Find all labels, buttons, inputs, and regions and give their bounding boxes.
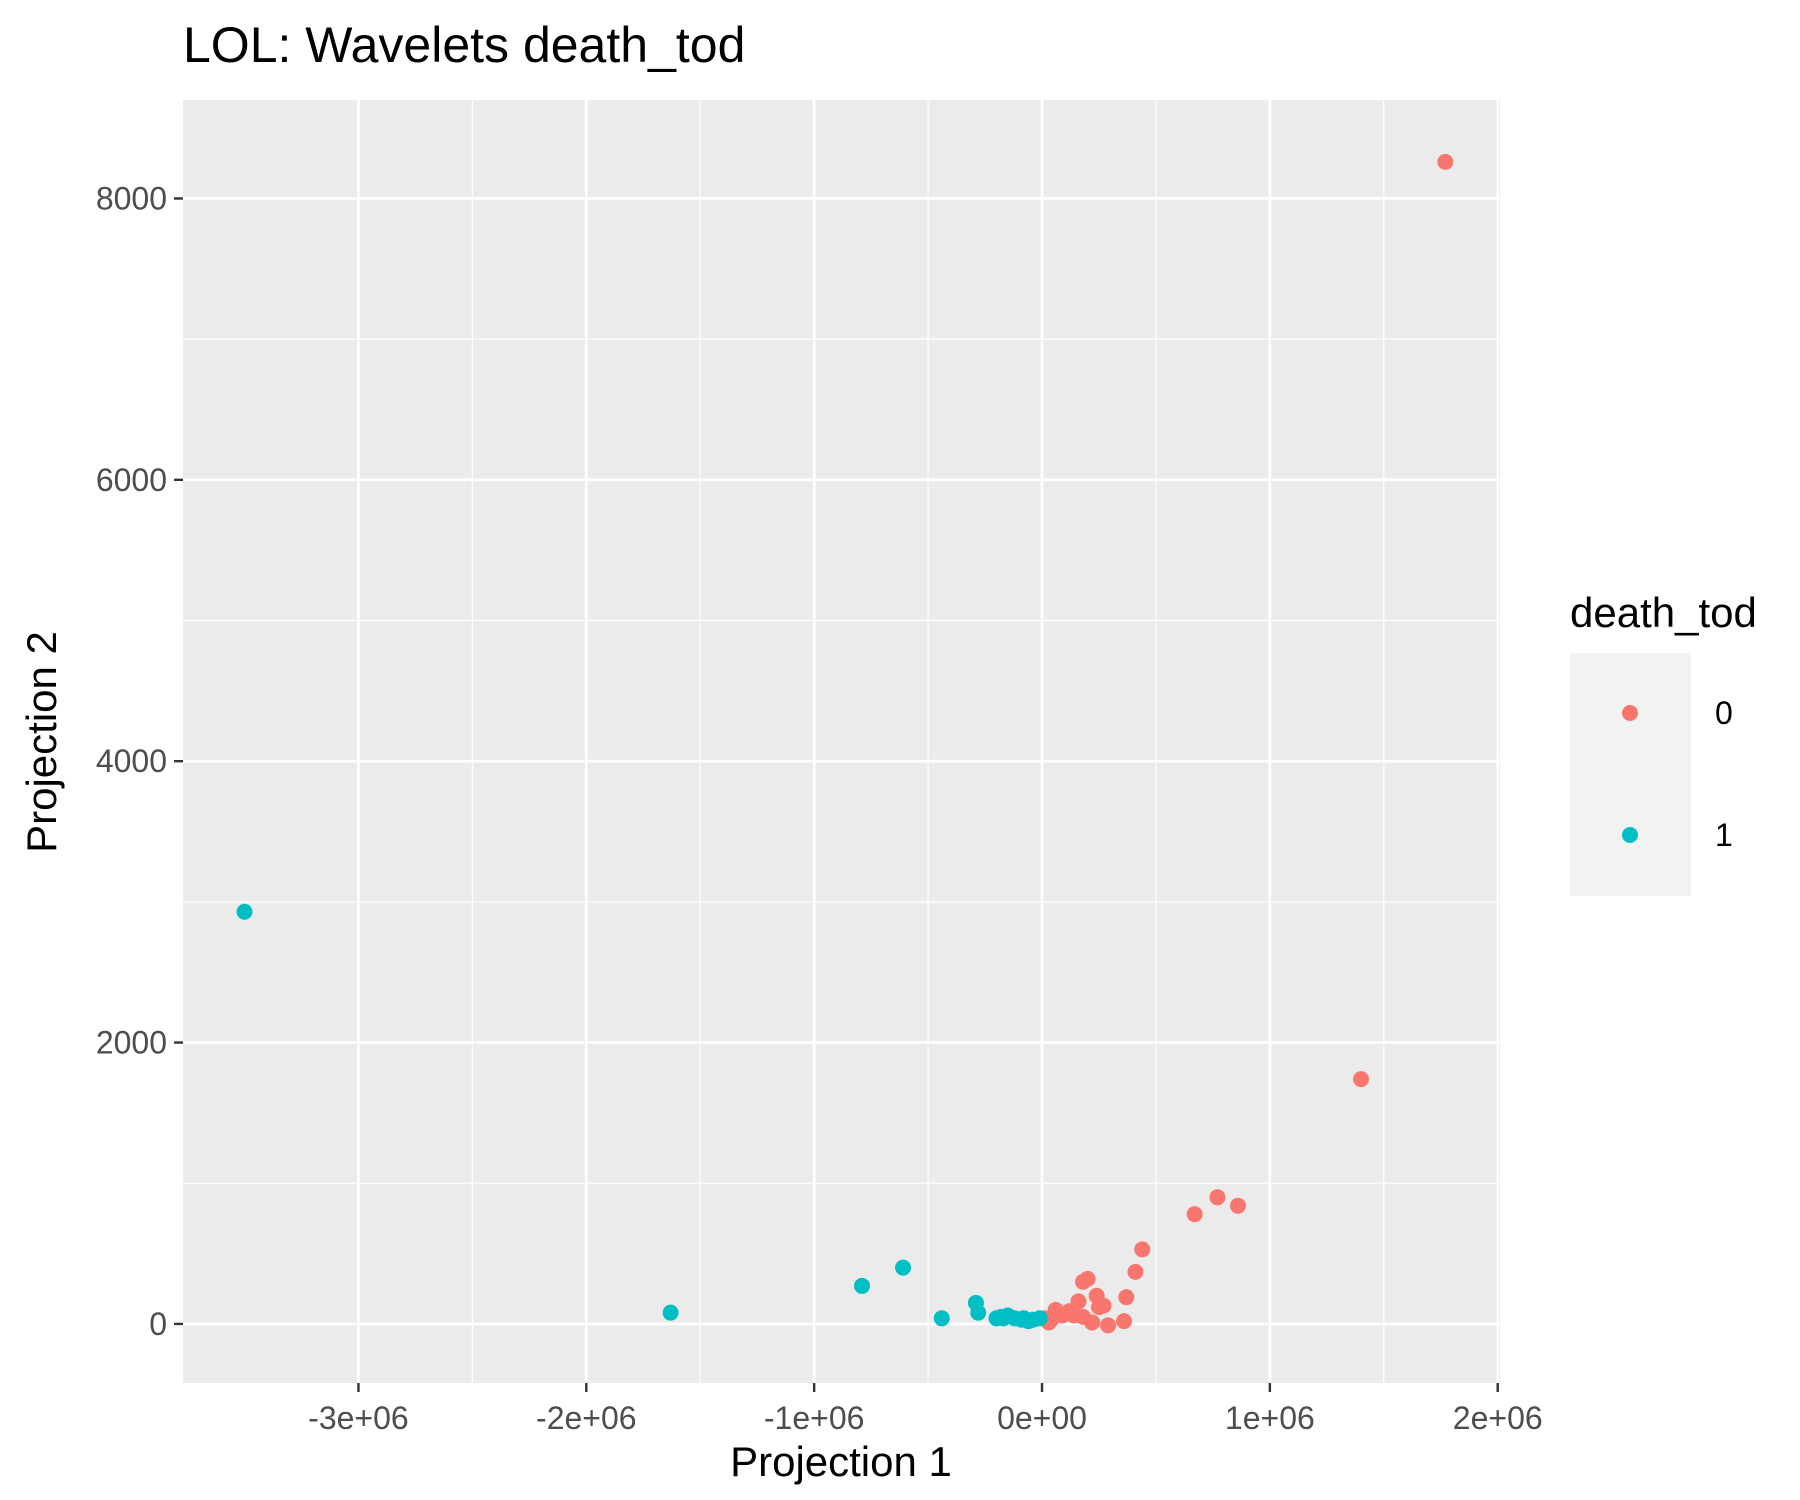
data-point-1 — [933, 1310, 950, 1327]
data-point-1 — [895, 1259, 912, 1276]
legend-label-1: 1 — [1715, 817, 1733, 853]
data-point-0 — [1209, 1189, 1226, 1206]
x-tick-label: -3e+06 — [308, 1400, 409, 1436]
major-gridlines — [183, 100, 1500, 1383]
data-point-0 — [1437, 153, 1454, 170]
x-tick-label: 0e+00 — [997, 1400, 1087, 1436]
data-point-0 — [1186, 1206, 1203, 1223]
data-point-0 — [1134, 1241, 1151, 1258]
data-point-1 — [662, 1304, 679, 1321]
y-axis-title: Projection 2 — [18, 631, 65, 853]
data-point-0 — [1353, 1071, 1370, 1088]
x-tick-label: 1e+06 — [1225, 1400, 1315, 1436]
data-point-0 — [1095, 1297, 1112, 1314]
x-tick-label: -2e+06 — [536, 1400, 637, 1436]
data-point-0 — [1118, 1289, 1135, 1306]
y-tick-label: 0 — [149, 1306, 167, 1342]
y-tick-label: 6000 — [96, 462, 167, 498]
data-points — [236, 153, 1454, 1334]
data-point-1 — [970, 1304, 987, 1321]
minor-gridlines — [183, 100, 1500, 1383]
y-tick-label: 8000 — [96, 180, 167, 216]
data-point-0 — [1116, 1313, 1133, 1330]
y-tick-label: 4000 — [96, 743, 167, 779]
y-axis-ticks: 0 2000 4000 6000 8000 — [96, 180, 183, 1342]
x-axis-ticks: -3e+06 -2e+06 -1e+06 0e+00 1e+06 2e+06 — [308, 1383, 1543, 1436]
data-point-0 — [1127, 1263, 1144, 1280]
x-axis-title: Projection 1 — [730, 1438, 952, 1485]
data-point-1 — [992, 1308, 1009, 1325]
data-point-1 — [236, 903, 253, 920]
legend-label-0: 0 — [1715, 695, 1733, 731]
legend-dot-0 — [1622, 705, 1638, 721]
data-point-1 — [854, 1277, 871, 1294]
x-tick-label: -1e+06 — [764, 1400, 865, 1436]
legend: death_tod 0 1 — [1570, 589, 1757, 896]
legend-dot-1 — [1622, 827, 1638, 843]
data-point-0 — [1100, 1317, 1117, 1334]
data-point-0 — [1229, 1197, 1246, 1214]
plot-panel — [183, 100, 1500, 1383]
legend-title: death_tod — [1570, 589, 1757, 636]
x-tick-label: 2e+06 — [1453, 1400, 1543, 1436]
data-point-0 — [1075, 1273, 1092, 1290]
data-point-1 — [1015, 1310, 1032, 1327]
chart-title: LOL: Wavelets death_tod — [183, 17, 745, 73]
y-tick-label: 2000 — [96, 1025, 167, 1061]
data-point-1 — [1031, 1310, 1048, 1327]
data-point-0 — [1075, 1308, 1092, 1325]
